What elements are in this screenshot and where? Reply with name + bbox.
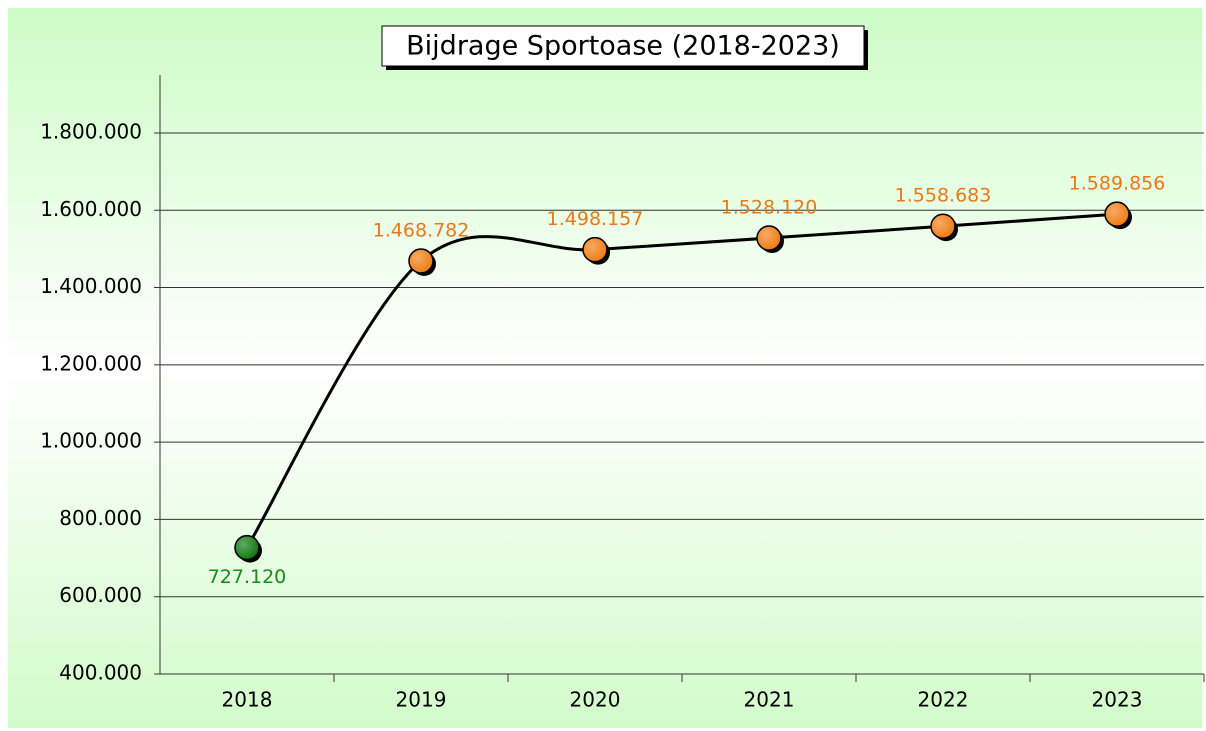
data-label: 1.498.157 — [547, 208, 644, 230]
data-label: 1.589.856 — [1069, 173, 1166, 195]
data-label: 1.558.683 — [895, 185, 992, 207]
y-tick-label: 800.000 — [59, 506, 142, 530]
y-tick-label: 1.200.000 — [40, 351, 142, 375]
marker-shine — [758, 227, 780, 250]
marker-shine — [584, 238, 606, 261]
x-tick-label: 2022 — [918, 688, 969, 712]
x-tick-label: 2021 — [744, 688, 795, 712]
y-tick-label: 400.000 — [59, 661, 142, 685]
title-box — [381, 25, 865, 67]
data-label: 727.120 — [208, 566, 287, 588]
marker-shine — [932, 215, 954, 238]
y-tick-label: 600.000 — [59, 583, 142, 607]
y-tick-label: 1.400.000 — [40, 274, 142, 298]
x-tick-label: 2018 — [222, 688, 273, 712]
y-tick-label: 1.000.000 — [40, 429, 142, 453]
background — [8, 8, 1202, 728]
data-label: 1.468.782 — [373, 219, 470, 241]
data-label: 1.528.120 — [721, 197, 818, 219]
chart-title: Bijdrage Sportoase (2018-2023) — [406, 31, 840, 62]
marker-shine — [1106, 203, 1128, 226]
x-tick-label: 2019 — [396, 688, 447, 712]
x-tick-label: 2023 — [1092, 688, 1143, 712]
y-tick-label: 1.600.000 — [40, 197, 142, 221]
y-tick-label: 1.800.000 — [40, 119, 142, 143]
x-tick-label: 2020 — [570, 688, 621, 712]
marker-shine — [410, 249, 432, 272]
marker-shine — [236, 536, 258, 559]
